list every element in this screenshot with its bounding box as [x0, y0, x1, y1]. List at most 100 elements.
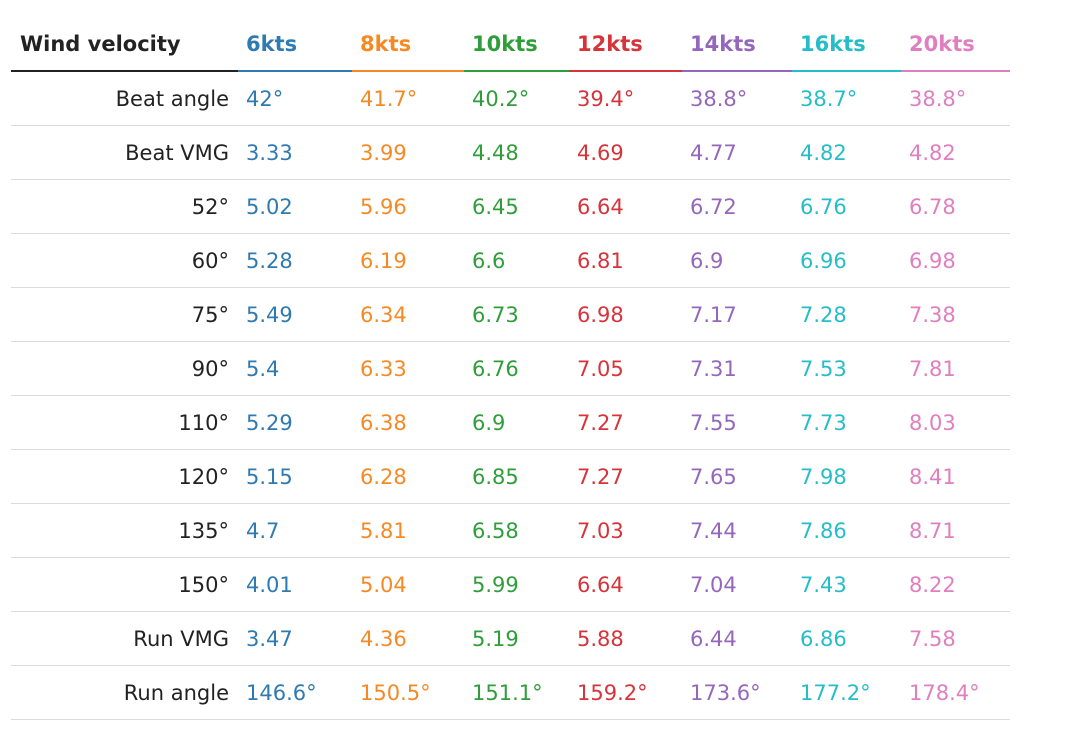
- value-cell: 6.81: [569, 233, 682, 288]
- value-cell: 5.28: [238, 233, 352, 288]
- row-label: Run VMG: [11, 611, 238, 666]
- header-14kts: 14kts: [682, 17, 792, 72]
- row-label: 120°: [11, 449, 238, 504]
- header-12kts: 12kts: [569, 17, 682, 72]
- value-cell: 8.22: [901, 557, 1010, 612]
- value-cell: 6.76: [464, 341, 569, 396]
- value-cell: 7.38: [901, 287, 1010, 342]
- value-cell: 3.99: [352, 125, 464, 180]
- value-cell: 6.76: [792, 179, 901, 234]
- value-cell: 6.9: [464, 395, 569, 450]
- value-cell: 7.98: [792, 449, 901, 504]
- value-cell: 150.5°: [352, 665, 464, 720]
- table-row: 135° 4.7 5.81 6.58 7.03 7.44 7.86 8.71: [11, 503, 1010, 558]
- value-cell: 6.33: [352, 341, 464, 396]
- value-cell: 151.1°: [464, 665, 569, 720]
- value-cell: 6.9: [682, 233, 792, 288]
- value-cell: 41.7°: [352, 71, 464, 126]
- value-cell: 5.02: [238, 179, 352, 234]
- value-cell: 4.48: [464, 125, 569, 180]
- value-cell: 4.7: [238, 503, 352, 558]
- value-cell: 7.86: [792, 503, 901, 558]
- polar-table: Wind velocity 6kts 8kts 10kts 12kts 14kt…: [11, 17, 1010, 720]
- row-label: Beat VMG: [11, 125, 238, 180]
- value-cell: 7.44: [682, 503, 792, 558]
- value-cell: 6.28: [352, 449, 464, 504]
- value-cell: 6.44: [682, 611, 792, 666]
- row-label: 75°: [11, 287, 238, 342]
- value-cell: 6.64: [569, 557, 682, 612]
- value-cell: 38.8°: [682, 71, 792, 126]
- table-row: 75° 5.49 6.34 6.73 6.98 7.17 7.28 7.38: [11, 287, 1010, 342]
- row-label: 110°: [11, 395, 238, 450]
- value-cell: 7.31: [682, 341, 792, 396]
- value-cell: 7.73: [792, 395, 901, 450]
- value-cell: 6.85: [464, 449, 569, 504]
- header-wind-velocity: Wind velocity: [11, 17, 238, 72]
- row-label: 52°: [11, 179, 238, 234]
- value-cell: 5.88: [569, 611, 682, 666]
- value-cell: 6.72: [682, 179, 792, 234]
- header-8kts: 8kts: [352, 17, 464, 72]
- table-header: Wind velocity 6kts 8kts 10kts 12kts 14kt…: [11, 17, 1010, 72]
- header-row: Wind velocity 6kts 8kts 10kts 12kts 14kt…: [11, 17, 1010, 72]
- header-16kts: 16kts: [792, 17, 901, 72]
- value-cell: 6.73: [464, 287, 569, 342]
- row-label: 135°: [11, 503, 238, 558]
- value-cell: 4.82: [901, 125, 1010, 180]
- row-label: 150°: [11, 557, 238, 612]
- value-cell: 6.78: [901, 179, 1010, 234]
- value-cell: 159.2°: [569, 665, 682, 720]
- value-cell: 4.01: [238, 557, 352, 612]
- value-cell: 5.04: [352, 557, 464, 612]
- table-row: 150° 4.01 5.04 5.99 6.64 7.04 7.43 8.22: [11, 557, 1010, 612]
- value-cell: 5.4: [238, 341, 352, 396]
- value-cell: 6.98: [569, 287, 682, 342]
- value-cell: 8.71: [901, 503, 1010, 558]
- table-row: 52° 5.02 5.96 6.45 6.64 6.72 6.76 6.78: [11, 179, 1010, 234]
- row-label: Beat angle: [11, 71, 238, 126]
- value-cell: 7.81: [901, 341, 1010, 396]
- value-cell: 3.33: [238, 125, 352, 180]
- value-cell: 5.96: [352, 179, 464, 234]
- value-cell: 7.55: [682, 395, 792, 450]
- value-cell: 4.69: [569, 125, 682, 180]
- value-cell: 6.86: [792, 611, 901, 666]
- value-cell: 6.34: [352, 287, 464, 342]
- value-cell: 4.82: [792, 125, 901, 180]
- value-cell: 38.8°: [901, 71, 1010, 126]
- value-cell: 6.64: [569, 179, 682, 234]
- value-cell: 3.47: [238, 611, 352, 666]
- value-cell: 178.4°: [901, 665, 1010, 720]
- value-cell: 8.41: [901, 449, 1010, 504]
- value-cell: 5.81: [352, 503, 464, 558]
- value-cell: 6.96: [792, 233, 901, 288]
- value-cell: 7.27: [569, 449, 682, 504]
- value-cell: 6.45: [464, 179, 569, 234]
- value-cell: 40.2°: [464, 71, 569, 126]
- value-cell: 7.03: [569, 503, 682, 558]
- value-cell: 7.27: [569, 395, 682, 450]
- value-cell: 5.19: [464, 611, 569, 666]
- value-cell: 6.19: [352, 233, 464, 288]
- value-cell: 7.65: [682, 449, 792, 504]
- row-label: Run angle: [11, 665, 238, 720]
- table-row: 60° 5.28 6.19 6.6 6.81 6.9 6.96 6.98: [11, 233, 1010, 288]
- table-row: 120° 5.15 6.28 6.85 7.27 7.65 7.98 8.41: [11, 449, 1010, 504]
- value-cell: 4.36: [352, 611, 464, 666]
- table-body: Beat angle 42° 41.7° 40.2° 39.4° 38.8° 38.7° 38…: [11, 71, 1010, 720]
- value-cell: 173.6°: [682, 665, 792, 720]
- value-cell: 6.98: [901, 233, 1010, 288]
- value-cell: 5.29: [238, 395, 352, 450]
- value-cell: 5.15: [238, 449, 352, 504]
- table-row: Run VMG 3.47 4.36 5.19 5.88 6.44 6.86 7.58: [11, 611, 1010, 666]
- value-cell: 7.28: [792, 287, 901, 342]
- header-6kts: 6kts: [238, 17, 352, 72]
- header-10kts: 10kts: [464, 17, 569, 72]
- header-20kts: 20kts: [901, 17, 1010, 72]
- value-cell: 7.17: [682, 287, 792, 342]
- value-cell: 7.04: [682, 557, 792, 612]
- value-cell: 5.99: [464, 557, 569, 612]
- value-cell: 6.58: [464, 503, 569, 558]
- row-label: 60°: [11, 233, 238, 288]
